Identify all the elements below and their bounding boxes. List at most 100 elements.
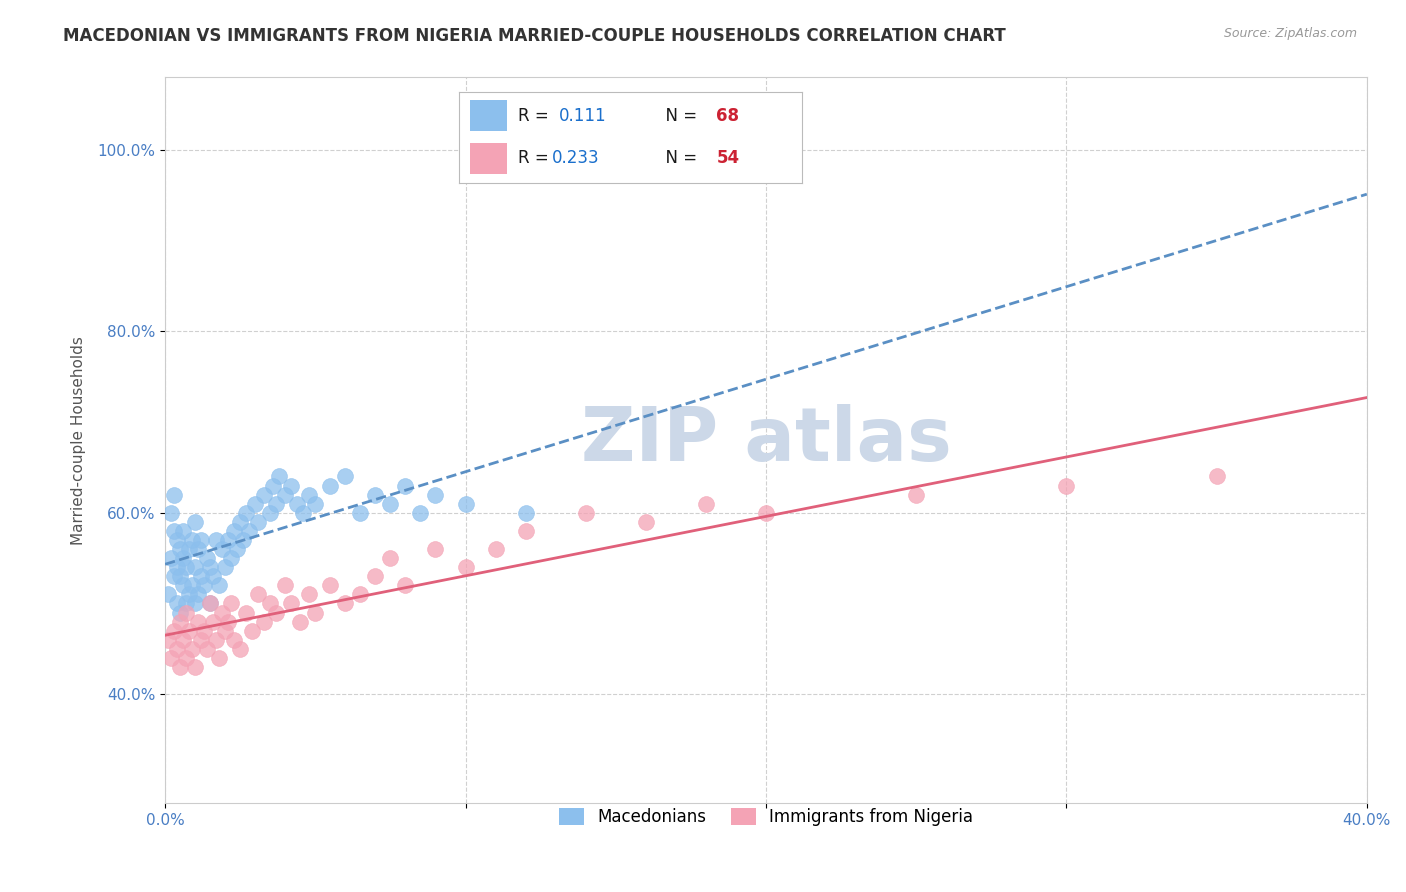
Point bbox=[274, 487, 297, 501]
Point bbox=[157, 632, 180, 647]
Point bbox=[1205, 469, 1227, 483]
Point bbox=[198, 597, 221, 611]
Point bbox=[166, 597, 188, 611]
Point bbox=[394, 578, 416, 592]
Point bbox=[184, 515, 207, 529]
Point bbox=[219, 551, 242, 566]
Point bbox=[169, 569, 191, 583]
Point bbox=[187, 615, 209, 629]
Point bbox=[195, 551, 218, 566]
Point bbox=[160, 506, 183, 520]
Point bbox=[179, 624, 201, 638]
Point bbox=[269, 469, 291, 483]
Point bbox=[380, 497, 402, 511]
Point bbox=[190, 569, 212, 583]
Point bbox=[198, 597, 221, 611]
Point bbox=[394, 478, 416, 492]
Point bbox=[232, 533, 254, 547]
Point bbox=[181, 641, 204, 656]
Point bbox=[238, 524, 260, 538]
Point bbox=[409, 506, 432, 520]
Text: Source: ZipAtlas.com: Source: ZipAtlas.com bbox=[1223, 27, 1357, 40]
Point bbox=[208, 651, 231, 665]
Point bbox=[905, 487, 928, 501]
Point bbox=[298, 487, 321, 501]
Point bbox=[292, 506, 315, 520]
Point bbox=[262, 478, 284, 492]
Point bbox=[166, 533, 188, 547]
Point bbox=[224, 524, 246, 538]
Point bbox=[304, 606, 326, 620]
Point bbox=[190, 533, 212, 547]
Point bbox=[380, 551, 402, 566]
Point bbox=[157, 587, 180, 601]
Y-axis label: Married-couple Households: Married-couple Households bbox=[72, 335, 86, 545]
Point bbox=[163, 487, 186, 501]
Point bbox=[205, 533, 228, 547]
Point bbox=[172, 524, 194, 538]
Point bbox=[515, 506, 537, 520]
Point bbox=[280, 478, 302, 492]
Point bbox=[163, 569, 186, 583]
Point bbox=[245, 497, 267, 511]
Point bbox=[179, 587, 201, 601]
Point bbox=[229, 515, 252, 529]
Point bbox=[290, 615, 312, 629]
Point bbox=[349, 587, 371, 601]
Point bbox=[335, 469, 357, 483]
Point bbox=[634, 515, 657, 529]
Point bbox=[274, 578, 297, 592]
Point bbox=[226, 542, 249, 557]
Point bbox=[575, 506, 598, 520]
Point bbox=[193, 578, 215, 592]
Point bbox=[163, 624, 186, 638]
Point bbox=[484, 542, 506, 557]
Point bbox=[349, 506, 371, 520]
Point bbox=[202, 569, 225, 583]
Point bbox=[247, 587, 270, 601]
Point bbox=[169, 615, 191, 629]
Point bbox=[259, 506, 281, 520]
Point bbox=[172, 632, 194, 647]
Point bbox=[208, 578, 231, 592]
Point bbox=[253, 615, 276, 629]
Point bbox=[166, 641, 188, 656]
Point bbox=[190, 632, 212, 647]
Point bbox=[202, 615, 225, 629]
Point bbox=[280, 597, 302, 611]
Point bbox=[187, 587, 209, 601]
Point bbox=[184, 560, 207, 574]
Text: ZIP atlas: ZIP atlas bbox=[581, 404, 952, 476]
Point bbox=[169, 660, 191, 674]
Point bbox=[285, 497, 308, 511]
Point bbox=[755, 506, 778, 520]
Point bbox=[229, 641, 252, 656]
Point bbox=[187, 542, 209, 557]
Point bbox=[205, 632, 228, 647]
Point bbox=[214, 624, 236, 638]
Point bbox=[425, 542, 447, 557]
Point bbox=[198, 560, 221, 574]
Point bbox=[259, 597, 281, 611]
Point bbox=[235, 606, 257, 620]
Point bbox=[211, 606, 233, 620]
Point bbox=[1054, 478, 1077, 492]
Point bbox=[169, 542, 191, 557]
Point bbox=[298, 587, 321, 601]
Point bbox=[253, 487, 276, 501]
Point bbox=[172, 551, 194, 566]
Point bbox=[304, 497, 326, 511]
Point bbox=[174, 597, 197, 611]
Point bbox=[364, 487, 387, 501]
Point bbox=[364, 569, 387, 583]
Point bbox=[454, 497, 477, 511]
Point bbox=[217, 533, 239, 547]
Point bbox=[160, 551, 183, 566]
Point bbox=[335, 597, 357, 611]
Text: MACEDONIAN VS IMMIGRANTS FROM NIGERIA MARRIED-COUPLE HOUSEHOLDS CORRELATION CHAR: MACEDONIAN VS IMMIGRANTS FROM NIGERIA MA… bbox=[63, 27, 1007, 45]
Point bbox=[695, 497, 717, 511]
Legend: Macedonians, Immigrants from Nigeria: Macedonians, Immigrants from Nigeria bbox=[550, 800, 981, 835]
Point bbox=[184, 597, 207, 611]
Point bbox=[163, 524, 186, 538]
Point bbox=[160, 651, 183, 665]
